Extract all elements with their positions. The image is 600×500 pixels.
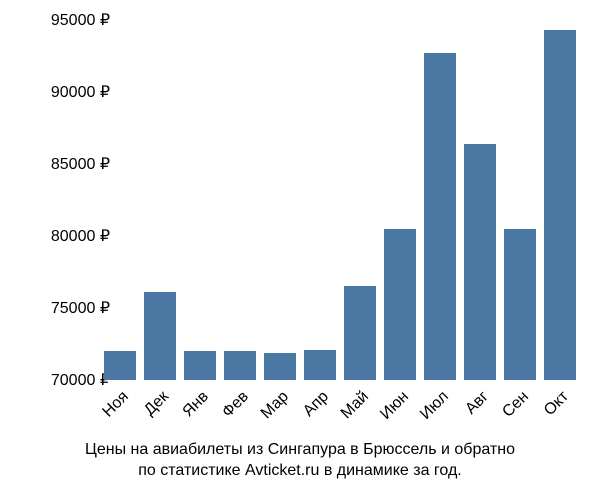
x-tick-label: Июн <box>372 388 413 429</box>
x-tick-label: Сен <box>492 388 533 429</box>
bar <box>304 350 337 380</box>
bar <box>544 30 577 380</box>
caption-line-1: Цены на авиабилеты из Сингапура в Брюссе… <box>85 441 515 458</box>
caption-line-2: по статистике Avticket.ru в динамике за … <box>138 462 462 479</box>
bar <box>344 286 377 380</box>
x-tick-label: Ноя <box>92 388 133 429</box>
bar <box>184 351 217 380</box>
bar <box>464 144 497 380</box>
x-tick-label: Апр <box>292 388 333 429</box>
x-tick-label: Окт <box>532 388 573 429</box>
chart-caption: Цены на авиабилеты из Сингапура в Брюссе… <box>0 440 600 482</box>
x-tick-label: Янв <box>172 388 213 429</box>
price-chart: 70000 ₽75000 ₽80000 ₽85000 ₽90000 ₽95000… <box>0 0 600 500</box>
x-tick-label: Мар <box>252 388 293 429</box>
bar <box>104 351 137 380</box>
bar <box>424 53 457 380</box>
bar <box>264 353 297 380</box>
x-tick-label: Авг <box>452 388 493 429</box>
bar <box>384 229 417 380</box>
x-tick-label: Дек <box>132 388 173 429</box>
plot-area <box>100 20 580 380</box>
bar <box>144 292 177 380</box>
bar <box>224 351 257 380</box>
x-tick-label: Май <box>332 388 373 429</box>
bar <box>504 229 537 380</box>
x-tick-label: Июл <box>412 388 453 429</box>
x-tick-label: Фев <box>212 388 253 429</box>
